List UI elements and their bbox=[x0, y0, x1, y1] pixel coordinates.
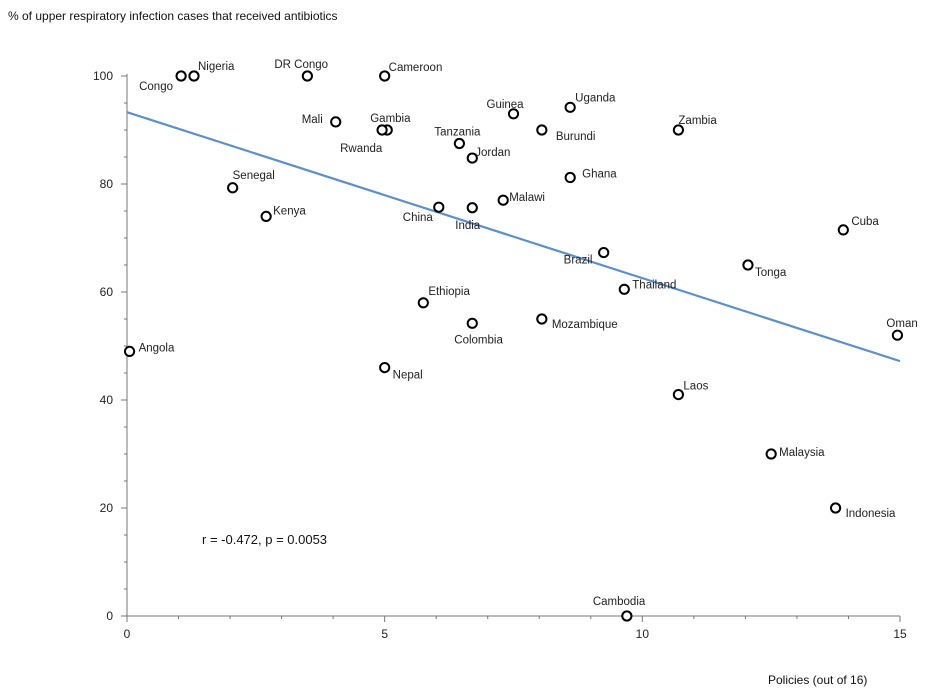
label-thailand: Thailand bbox=[632, 279, 676, 291]
point-thailand bbox=[618, 283, 630, 295]
point-india bbox=[466, 202, 478, 214]
point-rwanda bbox=[376, 124, 388, 136]
data-points bbox=[123, 70, 904, 622]
label-tanzania: Tanzania bbox=[434, 127, 481, 139]
point-dr-congo bbox=[301, 70, 313, 82]
x-tick-label: 10 bbox=[636, 627, 650, 641]
x-tick-label: 0 bbox=[124, 627, 131, 641]
correlation-annotation: r = -0.472, p = 0.0053 bbox=[202, 532, 327, 547]
point-angola bbox=[123, 345, 136, 357]
point-nepal bbox=[379, 362, 391, 374]
label-malawi: Malawi bbox=[509, 192, 545, 204]
point-tanzania bbox=[453, 137, 465, 150]
label-colombia: Colombia bbox=[454, 334, 503, 346]
point-indonesia bbox=[829, 502, 842, 514]
label-tonga: Tonga bbox=[755, 267, 787, 279]
point-labels: Congo Nigeria DR Congo Cameroon Mali Gambia Rw… bbox=[139, 59, 918, 608]
label-kenya: Kenya bbox=[273, 205, 306, 217]
y-tick-label: 20 bbox=[100, 501, 114, 515]
label-zambia: Zambia bbox=[678, 115, 717, 127]
x-axis-label: Policies (out of 16) bbox=[768, 673, 867, 687]
point-malawi bbox=[497, 194, 509, 206]
point-senegal bbox=[227, 182, 239, 194]
point-china bbox=[433, 201, 445, 213]
label-ethiopia: Ethiopia bbox=[428, 286, 470, 298]
point-mozambique bbox=[536, 313, 548, 325]
point-mali bbox=[330, 116, 342, 128]
label-uganda: Uganda bbox=[575, 92, 616, 104]
point-malaysia bbox=[765, 448, 777, 460]
label-ghana: Ghana bbox=[582, 169, 617, 181]
point-zambia bbox=[672, 124, 685, 136]
label-indonesia: Indonesia bbox=[846, 508, 896, 520]
label-mali: Mali bbox=[302, 114, 323, 126]
label-laos: Laos bbox=[683, 381, 708, 393]
label-cambodia: Cambodia bbox=[593, 596, 646, 608]
point-congo bbox=[175, 70, 187, 82]
point-colombia bbox=[466, 317, 478, 329]
label-jordan: Jordan bbox=[475, 147, 510, 159]
point-nigeria bbox=[188, 70, 200, 82]
label-cuba: Cuba bbox=[851, 216, 879, 228]
label-oman: Oman bbox=[886, 318, 917, 330]
trend-line-group bbox=[126, 111, 901, 363]
label-india: India bbox=[455, 220, 481, 232]
label-rwanda: Rwanda bbox=[340, 143, 383, 155]
trend-line bbox=[126, 111, 901, 363]
point-cuba bbox=[837, 224, 849, 236]
point-burundi bbox=[536, 124, 548, 136]
label-senegal: Senegal bbox=[233, 170, 275, 182]
axes: 0 20 40 60 80 100 0 5 10 15 bbox=[93, 69, 907, 641]
y-tick-label: 100 bbox=[93, 69, 113, 83]
x-tick-label: 5 bbox=[381, 627, 388, 641]
y-tick-label: 0 bbox=[106, 609, 113, 623]
label-congo: Congo bbox=[139, 81, 173, 93]
chart-title: % of upper respiratory infection cases t… bbox=[8, 9, 338, 23]
label-brazil: Brazil bbox=[564, 255, 593, 267]
label-angola: Angola bbox=[139, 342, 175, 354]
point-brazil bbox=[598, 246, 610, 259]
point-ethiopia bbox=[417, 297, 429, 309]
y-tick-label: 60 bbox=[100, 285, 114, 299]
x-tick-label: 15 bbox=[893, 627, 907, 641]
label-mozambique: Mozambique bbox=[552, 319, 618, 331]
point-uganda bbox=[564, 101, 576, 113]
label-nigeria: Nigeria bbox=[198, 61, 235, 73]
label-dr-congo: DR Congo bbox=[274, 59, 328, 71]
point-cameroon bbox=[379, 70, 391, 82]
label-cameroon: Cameroon bbox=[389, 62, 443, 74]
point-jordan bbox=[466, 152, 478, 164]
point-guinea bbox=[507, 108, 520, 120]
label-malaysia: Malaysia bbox=[779, 447, 825, 459]
label-burundi: Burundi bbox=[556, 131, 596, 143]
point-cambodia bbox=[621, 610, 633, 622]
label-nepal: Nepal bbox=[393, 370, 423, 382]
y-tick-label: 40 bbox=[100, 393, 114, 407]
point-kenya bbox=[260, 210, 272, 222]
y-tick-label: 80 bbox=[100, 177, 114, 191]
label-gambia: Gambia bbox=[370, 113, 411, 125]
point-tonga bbox=[742, 259, 754, 271]
point-ghana bbox=[564, 171, 576, 184]
point-laos bbox=[672, 389, 685, 401]
label-guinea: Guinea bbox=[487, 99, 525, 111]
point-oman bbox=[891, 329, 904, 341]
label-china: China bbox=[403, 212, 434, 224]
